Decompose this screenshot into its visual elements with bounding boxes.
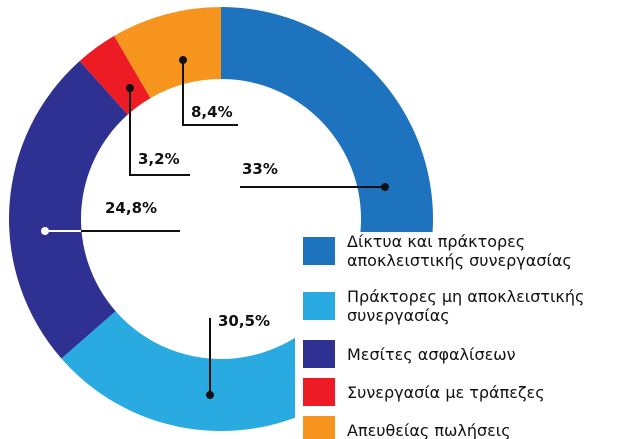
legend-swatch <box>303 292 335 320</box>
legend: Δίκτυα και πράκτορες αποκλειστικής συνερ… <box>295 232 617 439</box>
legend-item: Δίκτυα και πράκτορες αποκλειστικής συνερ… <box>303 232 617 270</box>
legend-label: Μεσίτες ασφαλίσεων <box>347 344 516 364</box>
leader-dot <box>179 56 187 64</box>
legend-swatch <box>303 416 335 439</box>
legend-label: Δίκτυα και πράκτορες αποκλειστικής συνερ… <box>347 232 572 270</box>
leader-dot <box>41 227 49 235</box>
value-label: 33% <box>242 160 278 178</box>
slice <box>8 60 128 359</box>
legend-label: Πράκτορες μη αποκλειστικής συνεργασίας <box>347 287 585 325</box>
legend-item: Μεσίτες ασφαλίσεων <box>303 340 617 368</box>
legend-label: Συνεργασία με τράπεζες <box>347 382 545 402</box>
leader-dot <box>126 84 134 92</box>
legend-swatch <box>303 237 335 265</box>
legend-swatch <box>303 378 335 406</box>
legend-label: Απευθείας πωλήσεις <box>347 420 511 439</box>
value-label: 30,5% <box>218 312 270 330</box>
value-label: 3,2% <box>138 150 180 168</box>
legend-item: Συνεργασία με τράπεζες <box>303 378 617 406</box>
leader-dot <box>381 183 389 191</box>
leader-line <box>182 60 238 126</box>
value-label: 24,8% <box>105 199 157 217</box>
legend-item: Απευθείας πωλήσεις <box>303 416 617 439</box>
value-label: 8,4% <box>191 103 233 121</box>
slice <box>114 7 221 99</box>
legend-swatch <box>303 340 335 368</box>
leader-dot <box>206 391 214 399</box>
legend-item: Πράκτορες μη αποκλειστικής συνεργασίας <box>303 287 617 325</box>
leader-line <box>129 88 190 176</box>
slice <box>79 35 151 115</box>
